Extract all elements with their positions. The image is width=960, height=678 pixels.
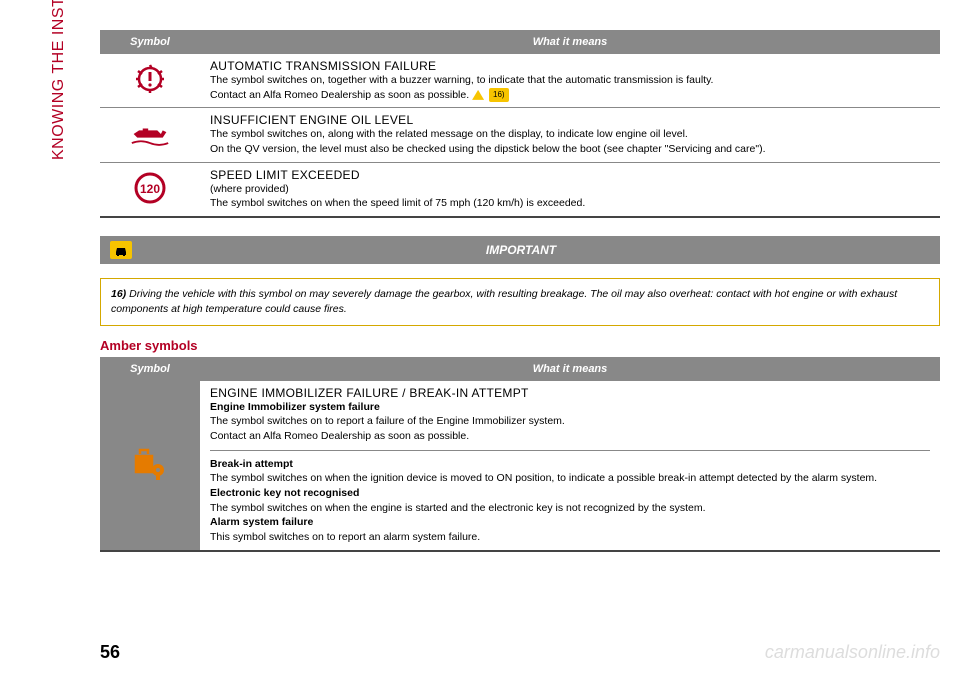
warning-subheading: Engine Immobilizer system failure: [210, 400, 930, 415]
table-header-row: Symbol What it means: [100, 357, 940, 381]
table-header-row: Symbol What it means: [100, 30, 940, 54]
col-header-meaning: What it means: [200, 30, 940, 54]
warning-title: INSUFFICIENT ENGINE OIL LEVEL: [210, 113, 930, 127]
watermark: carmanualsonline.info: [765, 642, 940, 663]
symbol-cell: [100, 381, 200, 551]
col-header-symbol: Symbol: [100, 30, 200, 54]
side-section-label: KNOWING THE INSTRUMENT PANEL: [50, 0, 68, 160]
page-number: 56: [100, 642, 120, 663]
warning-title: AUTOMATIC TRANSMISSION FAILURE: [210, 59, 930, 73]
warning-badge: [110, 241, 132, 259]
warning-desc: The symbol switches on when the engine i…: [210, 501, 930, 516]
note-text: Driving the vehicle with this symbol on …: [111, 288, 897, 315]
col-header-meaning: What it means: [200, 357, 940, 381]
warning-desc: Contact an Alfa Romeo Dealership as soon…: [210, 429, 930, 444]
warning-desc: The symbol switches on, along with the r…: [210, 127, 930, 142]
meaning-cell: ENGINE IMMOBILIZER FAILURE / BREAK-IN AT…: [200, 381, 940, 551]
warning-subheading: Electronic key not recognised: [210, 486, 930, 501]
gear-warning-icon: [132, 61, 168, 97]
car-warning-icon: [114, 243, 128, 257]
warning-desc: The symbol switches on when the speed li…: [210, 196, 930, 211]
reference-badge: 16): [489, 88, 509, 101]
warning-desc: The symbol switches on, together with a …: [210, 73, 930, 88]
warning-desc: On the QV version, the level must also b…: [210, 142, 930, 157]
important-note: 16) Driving the vehicle with this symbol…: [100, 278, 940, 325]
warning-triangle-icon: [472, 90, 484, 100]
important-banner: IMPORTANT: [100, 236, 940, 264]
warning-desc: The symbol switches on when the ignition…: [210, 471, 930, 486]
meaning-cell: INSUFFICIENT ENGINE OIL LEVEL The symbol…: [200, 108, 940, 162]
warning-subheading: Alarm system failure: [210, 515, 930, 530]
symbol-cell: [100, 54, 200, 108]
speed-limit-icon: 120: [133, 171, 167, 205]
immobilizer-icon: [130, 446, 170, 482]
meaning-cell: AUTOMATIC TRANSMISSION FAILURE The symbo…: [200, 54, 940, 108]
meaning-cell: SPEED LIMIT EXCEEDED (where provided) Th…: [200, 162, 940, 217]
warning-title: SPEED LIMIT EXCEEDED: [210, 168, 930, 182]
symbol-cell: [100, 108, 200, 162]
table-row: 120 SPEED LIMIT EXCEEDED (where provided…: [100, 162, 940, 217]
oil-level-icon: [130, 121, 170, 147]
page-content: Symbol What it means AUTOMATIC TRANSMISS…: [100, 0, 940, 552]
warning-desc: The symbol switches on to report a failu…: [210, 414, 930, 429]
warning-desc: This symbol switches on to report an ala…: [210, 530, 930, 545]
note-number: 16): [111, 288, 126, 300]
col-header-symbol: Symbol: [100, 357, 200, 381]
warning-subtitle: (where provided): [210, 182, 930, 197]
important-label: IMPORTANT: [142, 243, 900, 257]
svg-text:120: 120: [140, 182, 160, 196]
warning-desc: Contact an Alfa Romeo Dealership as soon…: [210, 88, 930, 103]
amber-section-title: Amber symbols: [100, 338, 940, 353]
table-row: AUTOMATIC TRANSMISSION FAILURE The symbo…: [100, 54, 940, 108]
amber-symbols-table: Symbol What it means ENGINE IMMOBILIZER …: [100, 357, 940, 552]
symbol-cell: 120: [100, 162, 200, 217]
table-row: INSUFFICIENT ENGINE OIL LEVEL The symbol…: [100, 108, 940, 162]
row-divider: Break-in attempt The symbol switches on …: [210, 450, 930, 545]
warning-subheading: Break-in attempt: [210, 457, 930, 472]
table-row: ENGINE IMMOBILIZER FAILURE / BREAK-IN AT…: [100, 381, 940, 551]
warning-title: ENGINE IMMOBILIZER FAILURE / BREAK-IN AT…: [210, 386, 930, 400]
warning-symbols-table: Symbol What it means AUTOMATIC TRANSMISS…: [100, 30, 940, 218]
